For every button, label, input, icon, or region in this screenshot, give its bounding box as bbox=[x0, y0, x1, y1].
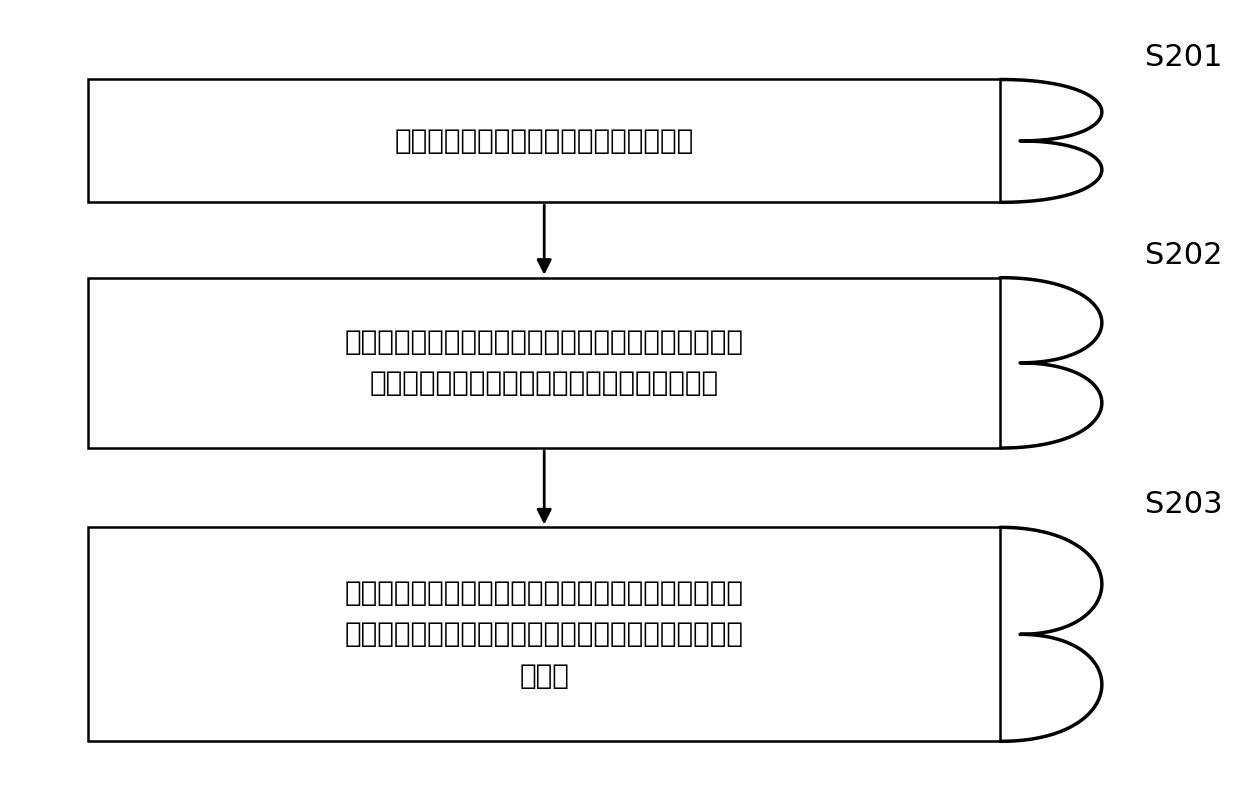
FancyBboxPatch shape bbox=[88, 79, 1000, 203]
Text: S202: S202 bbox=[1145, 241, 1223, 270]
FancyBboxPatch shape bbox=[88, 278, 1000, 448]
FancyBboxPatch shape bbox=[88, 527, 1000, 742]
Text: 获取移动终端的标识信息和操作系统信息: 获取移动终端的标识信息和操作系统信息 bbox=[394, 127, 694, 155]
Text: S203: S203 bbox=[1145, 490, 1223, 519]
Text: 根据标识信息和操作系统信息分别查询移动终端的网络
环境、硬件环境和后台运行程序对应的耗电权值: 根据标识信息和操作系统信息分别查询移动终端的网络 环境、硬件环境和后台运行程序对… bbox=[344, 328, 743, 397]
Text: 将移动终端的网络环境、硬件环境和后台运行程序对应
的耗电权值相加，获得操作系统中当前运行环境的总耗
电权值: 将移动终端的网络环境、硬件环境和后台运行程序对应 的耗电权值相加，获得操作系统中… bbox=[344, 579, 743, 690]
Text: S201: S201 bbox=[1145, 42, 1223, 71]
